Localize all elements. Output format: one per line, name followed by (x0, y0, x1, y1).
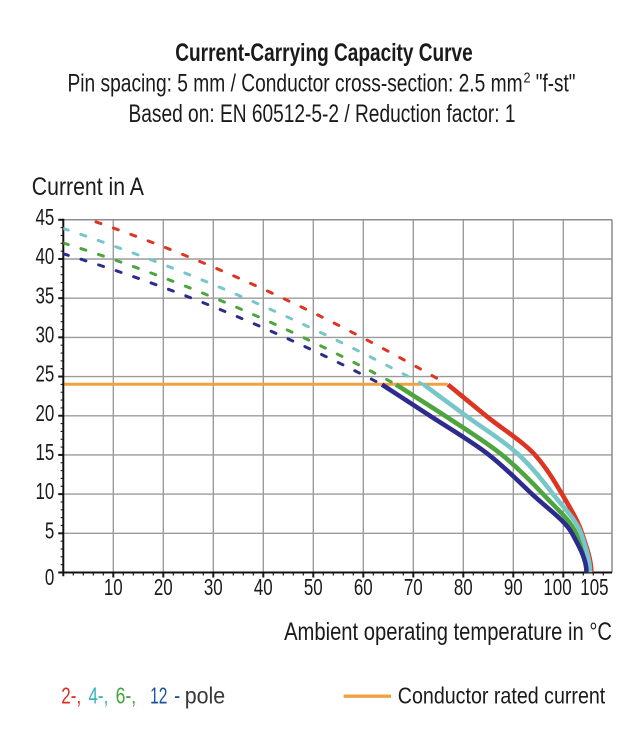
svg-text:2-,: 2-, (61, 684, 81, 709)
svg-text:Conductor rated current: Conductor rated current (398, 683, 606, 709)
svg-text:40: 40 (254, 576, 273, 601)
svg-text:15: 15 (36, 441, 55, 466)
svg-text:45: 45 (36, 206, 55, 231)
svg-text:Ambient operating temperature: Ambient operating temperature in °C (284, 617, 612, 646)
svg-text:30: 30 (36, 323, 55, 348)
svg-text:Current-Carrying Capacity Curv: Current-Carrying Capacity Curve (175, 39, 472, 67)
svg-text:Current in A: Current in A (32, 172, 145, 200)
svg-text:pole: pole (185, 683, 226, 709)
svg-text:-: - (174, 684, 180, 709)
svg-text:40: 40 (36, 245, 55, 270)
svg-text:90: 90 (504, 576, 523, 601)
svg-text:12: 12 (150, 684, 167, 710)
svg-text:80: 80 (454, 576, 473, 601)
svg-text:"f-st": "f-st" (536, 69, 576, 97)
svg-text:10: 10 (104, 576, 123, 601)
svg-text:Based on: EN 60512-5-2 / Reduc: Based on: EN 60512-5-2 / Reduction facto… (129, 99, 516, 127)
svg-text:30: 30 (204, 576, 223, 601)
svg-text:6-,: 6-, (116, 683, 137, 709)
svg-text:100: 100 (543, 576, 571, 601)
svg-text:70: 70 (404, 576, 423, 601)
svg-text:Pin spacing: 5 mm / Conductor: Pin spacing: 5 mm / Conductor cross-sect… (68, 69, 523, 97)
svg-text:2: 2 (524, 68, 531, 85)
svg-text:20: 20 (154, 576, 173, 601)
svg-text:20: 20 (36, 402, 55, 427)
svg-text:60: 60 (354, 576, 373, 601)
svg-text:4-,: 4-, (89, 684, 109, 709)
svg-text:105: 105 (580, 576, 608, 601)
svg-text:10: 10 (36, 480, 55, 505)
svg-text:35: 35 (36, 284, 55, 309)
svg-text:25: 25 (36, 362, 55, 387)
svg-text:50: 50 (304, 576, 323, 601)
svg-text:5: 5 (45, 519, 54, 544)
svg-text:0: 0 (45, 566, 54, 591)
